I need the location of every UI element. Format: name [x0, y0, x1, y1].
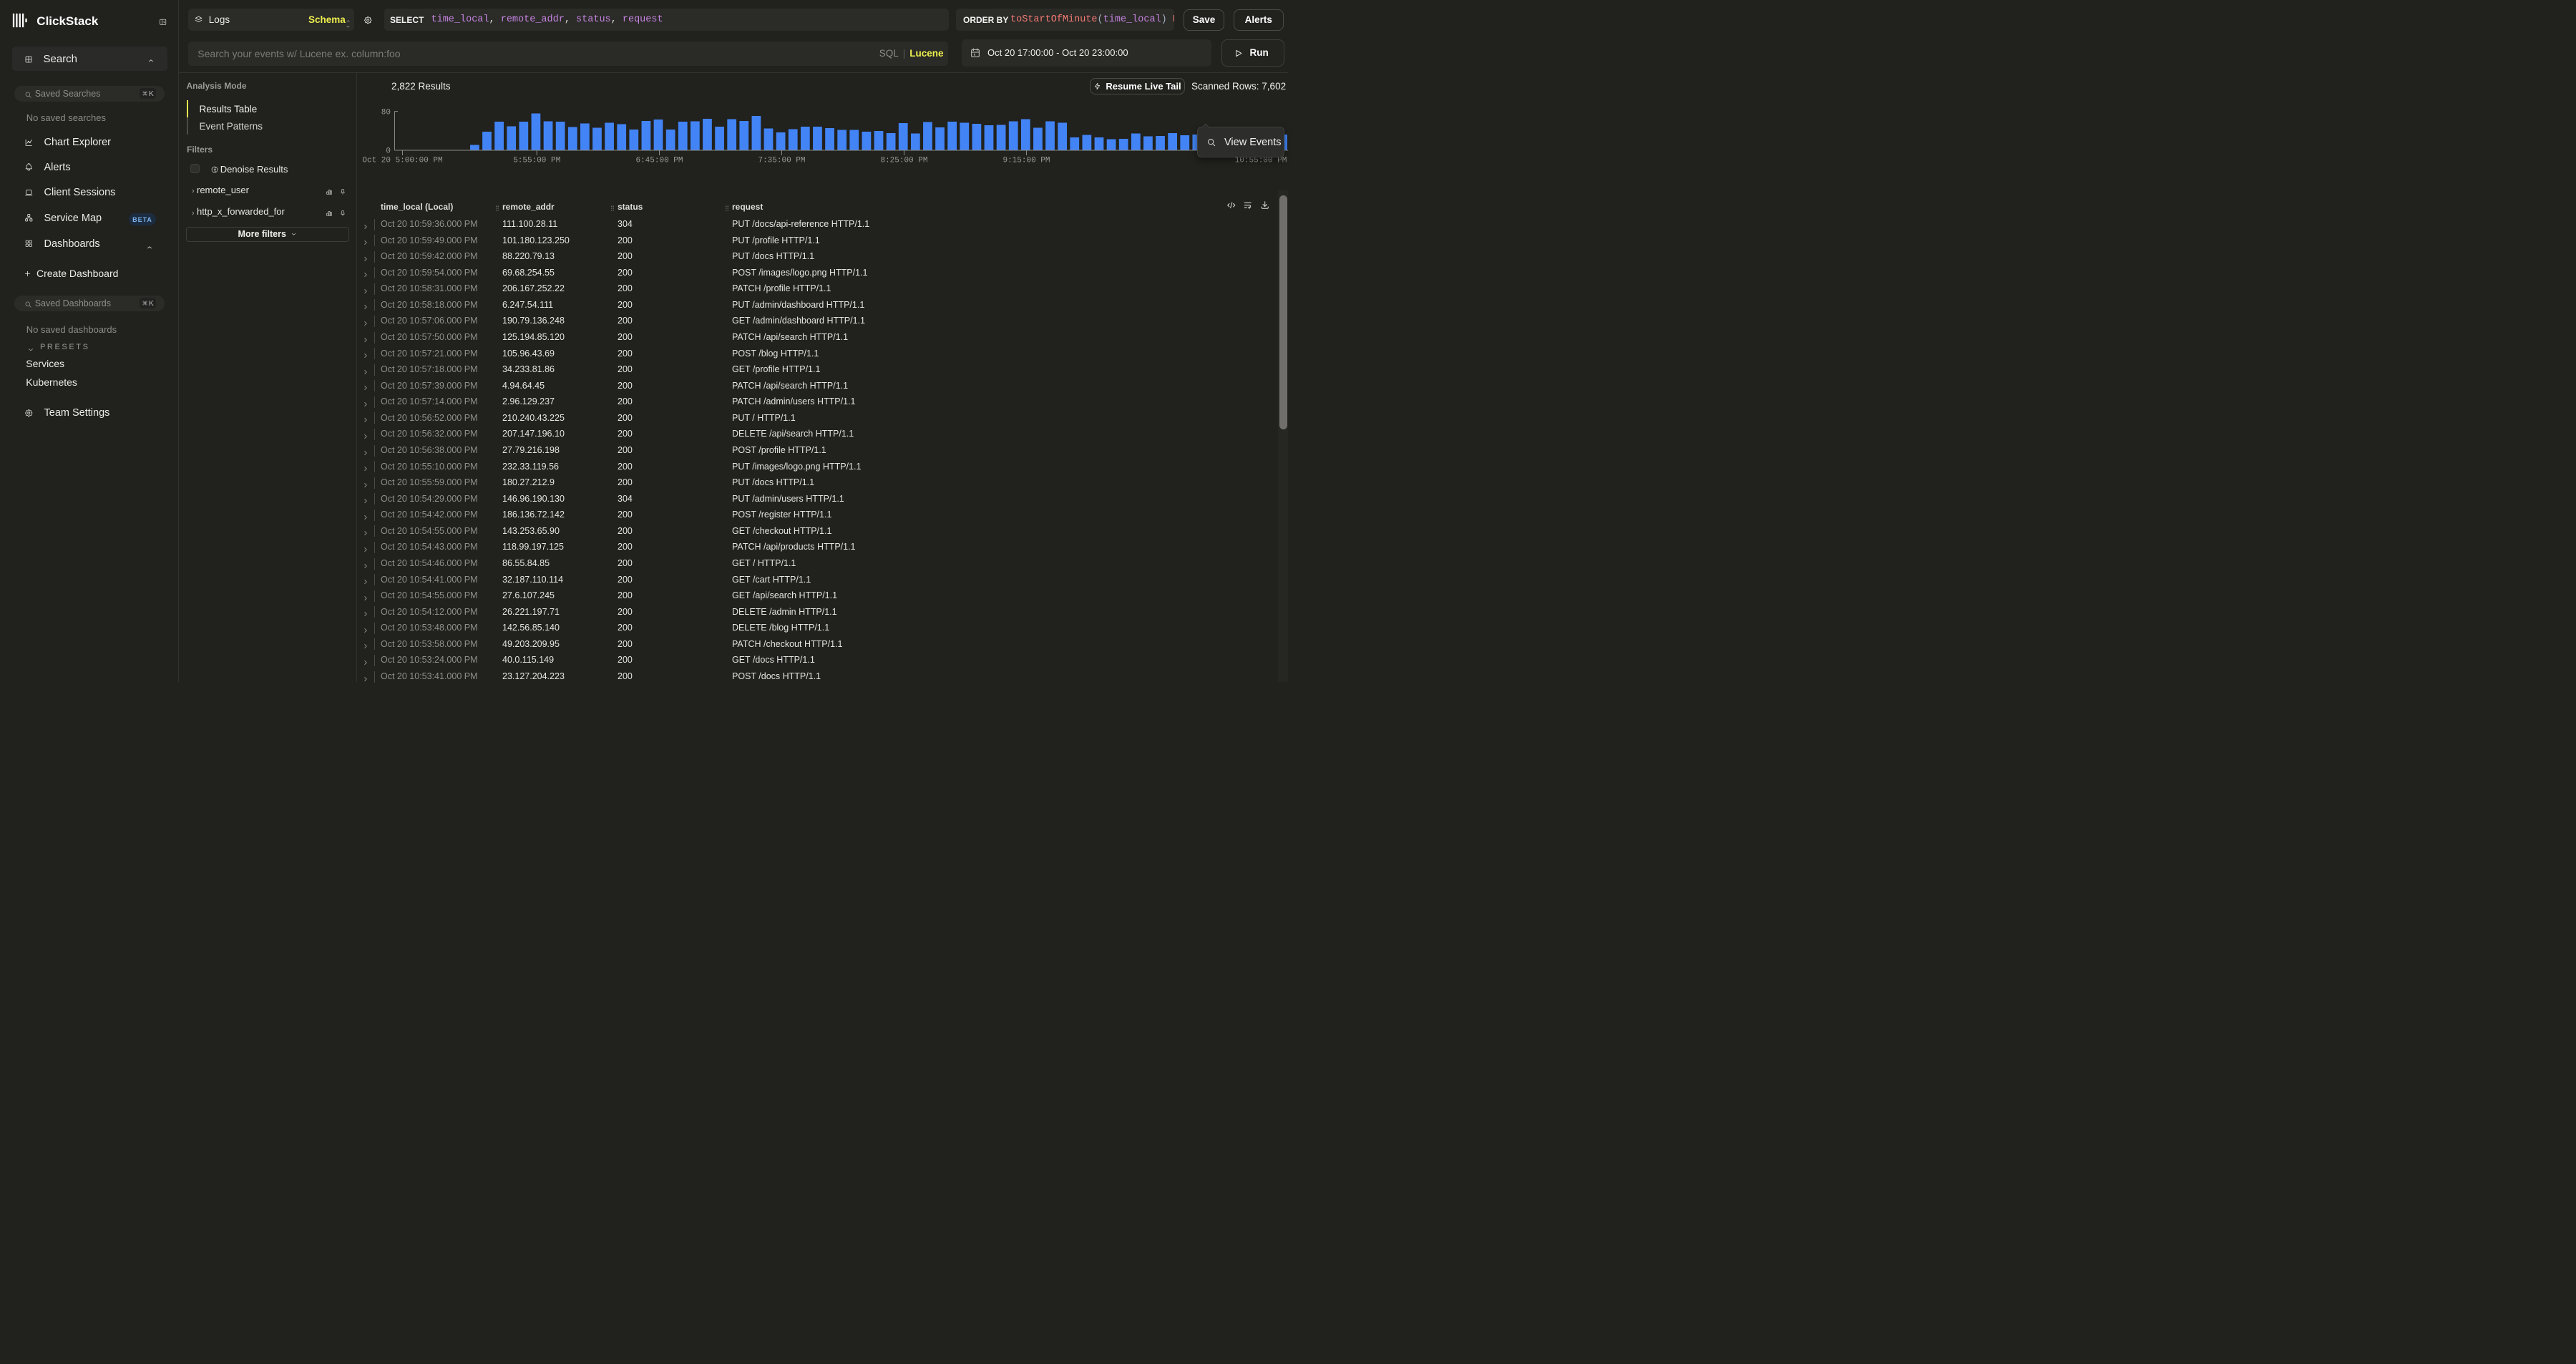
svg-text:10:55:00 PM: 10:55:00 PM — [1235, 157, 1287, 165]
svg-text:Oct 20 5:00:00 PM: Oct 20 5:00:00 PM — [362, 157, 442, 165]
svg-text:6:45:00 PM: 6:45:00 PM — [635, 157, 683, 165]
svg-text:7:35:00 PM: 7:35:00 PM — [758, 157, 805, 165]
svg-text:9:15:00 PM: 9:15:00 PM — [1002, 157, 1050, 165]
svg-text:80: 80 — [381, 109, 391, 117]
svg-text:5:55:00 PM: 5:55:00 PM — [513, 157, 560, 165]
svg-text:0: 0 — [386, 147, 391, 156]
svg-text:8:25:00 PM: 8:25:00 PM — [880, 157, 927, 165]
